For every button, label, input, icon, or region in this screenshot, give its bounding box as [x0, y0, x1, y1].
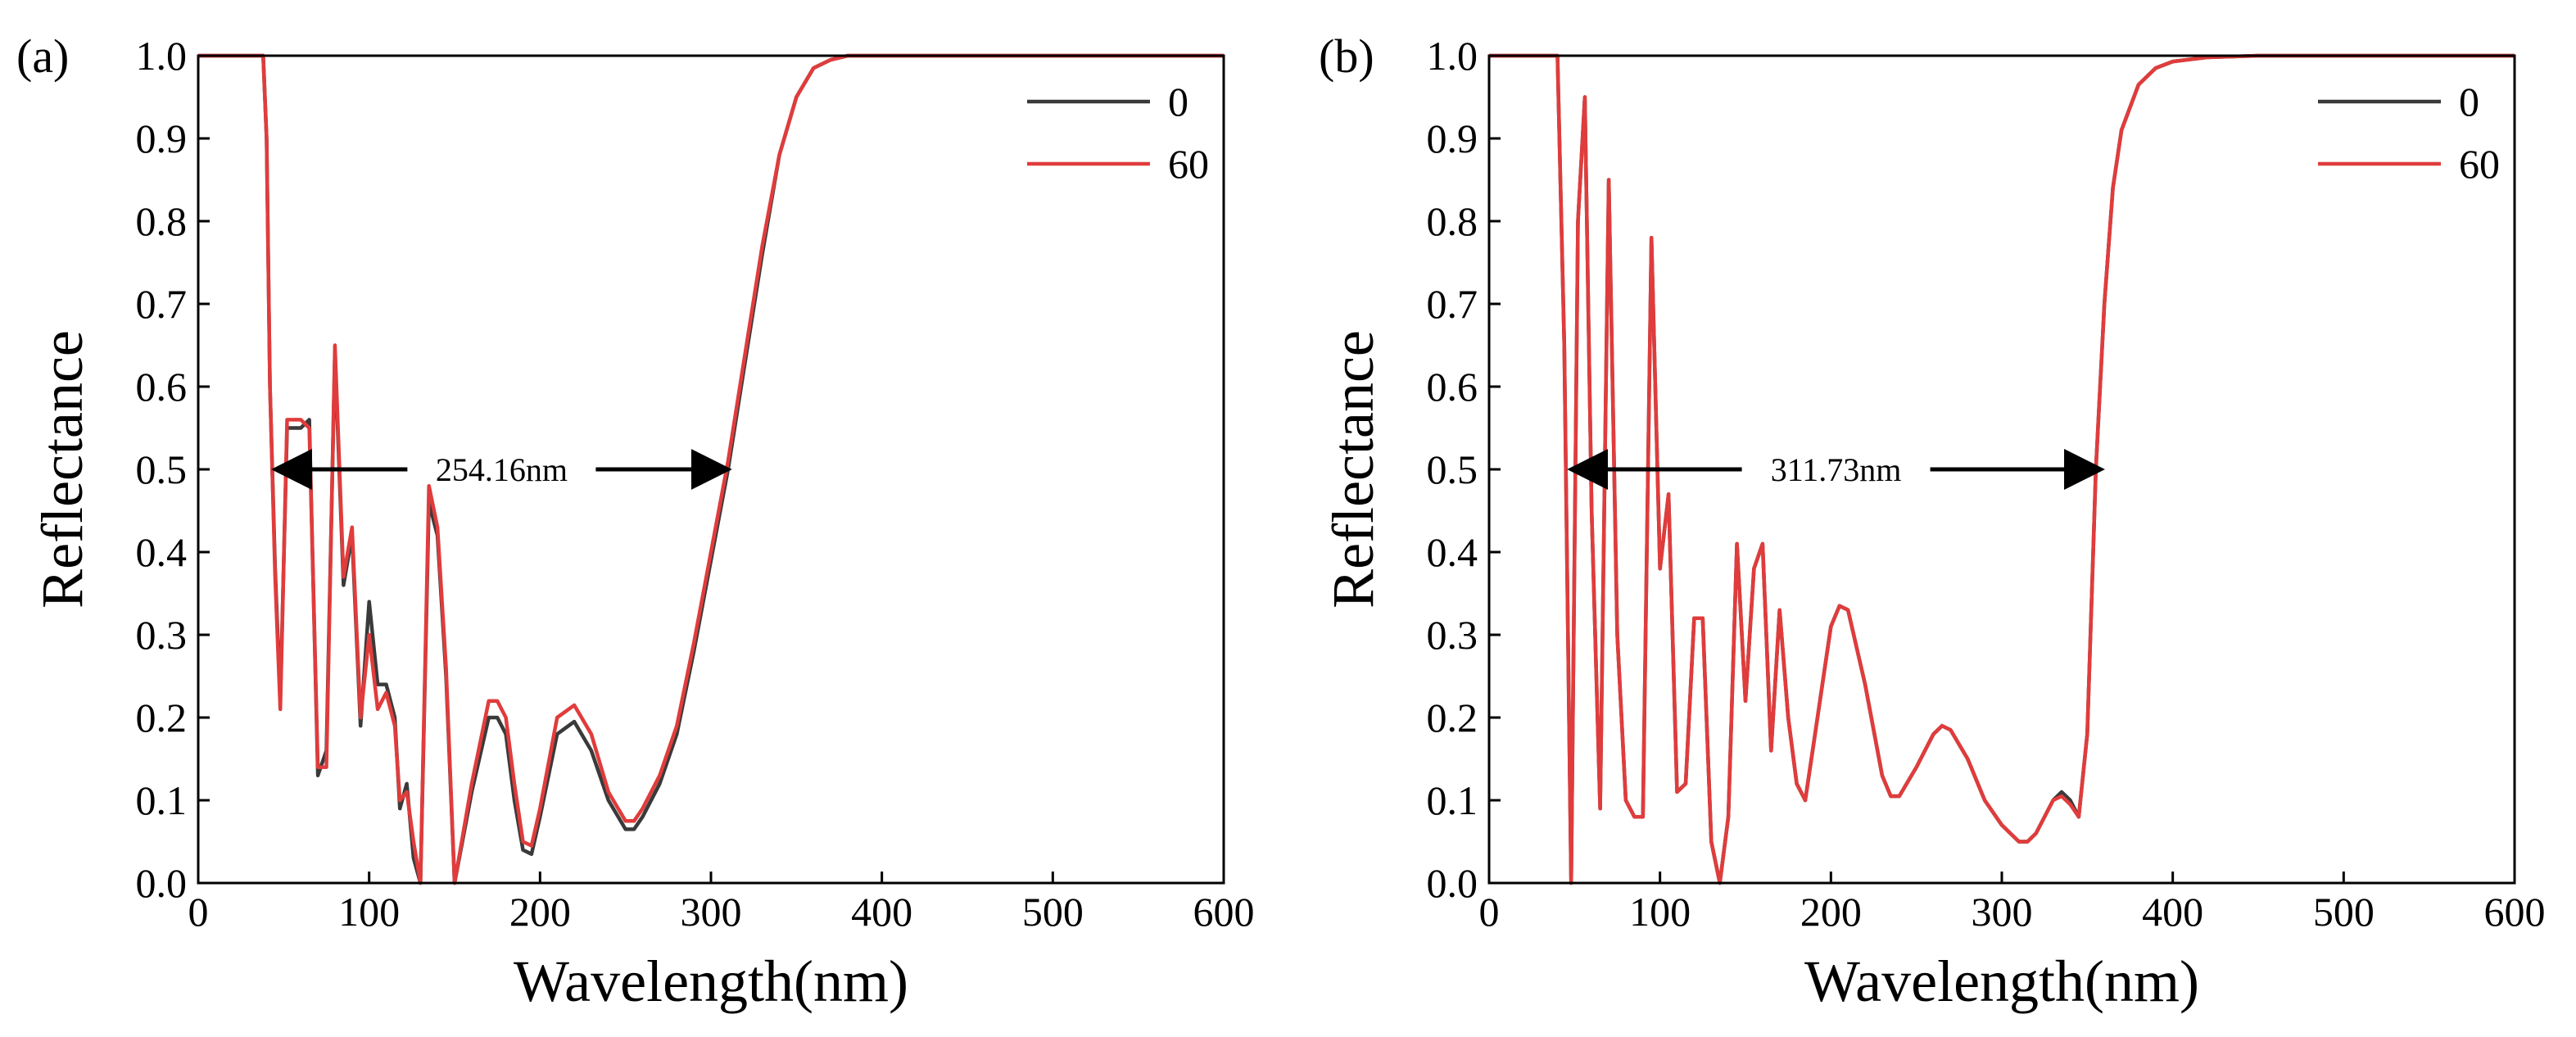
wavelength-annotation-a: 254.16nm — [270, 449, 732, 490]
y-tick-label: 0.2 — [136, 695, 188, 740]
chart-panel-a: (a) 0 100 200 300 400 500 6000.00.10.20.30.40.… — [16, 29, 1255, 1014]
annotation-label: 311.73nm — [1771, 451, 1902, 488]
x-axis-title-a: Wavelength(nm) — [514, 949, 908, 1014]
x-tick-label: 400 — [2142, 889, 2203, 935]
y-tick-label: 0.8 — [1427, 198, 1478, 244]
y-tick-label: 0.9 — [136, 115, 188, 161]
y-tick-label: 0.1 — [1427, 777, 1478, 823]
x-tick-label: 300 — [1972, 889, 2033, 935]
x-tick-label: 200 — [1800, 889, 1862, 935]
panel-label-b: (b) — [1319, 29, 1374, 83]
x-tick-label: 100 — [1629, 889, 1691, 935]
plot-frame-a — [197, 54, 1225, 885]
legend-label-60: 60 — [1168, 141, 1209, 187]
x-tick-label: 400 — [851, 889, 912, 935]
y-tick-label: 0.6 — [136, 364, 188, 410]
x-tick-label: 200 — [509, 889, 571, 935]
y-axis-title-b: Reflectance — [1320, 330, 1386, 609]
legend-a: 060 — [1027, 79, 1209, 187]
x-tick-label: 600 — [1193, 889, 1255, 935]
y-tick-label: 0.0 — [1427, 860, 1478, 906]
legend-label-0: 0 — [2459, 79, 2479, 125]
x-tick-label: 500 — [1022, 889, 1084, 935]
series-lines-a — [198, 53, 1224, 885]
x-tick-label: 0 — [188, 889, 209, 935]
panel-label-a: (a) — [16, 29, 69, 83]
y-tick-label: 1.0 — [136, 33, 188, 79]
y-tick-label: 0.3 — [1427, 612, 1478, 658]
annotation-label: 254.16nm — [436, 451, 568, 488]
chart-panel-b: (b) 0 100 200 300 400 500 6000.00.10.20.30.40.… — [1319, 29, 2546, 1014]
y-axis-title-a: Reflectance — [29, 330, 95, 609]
series-line-60 — [198, 53, 1224, 885]
y-tick-label: 0.6 — [1427, 364, 1478, 410]
y-tick-label: 0.7 — [136, 281, 188, 327]
x-axis-title-b: Wavelength(nm) — [1804, 949, 2199, 1014]
y-tick-label: 0.1 — [136, 777, 188, 823]
y-tick-label: 1.0 — [1427, 33, 1478, 79]
plot-frame-b — [1487, 54, 2516, 885]
y-tick-label: 0.4 — [1427, 529, 1478, 575]
y-tick-label: 0.4 — [136, 529, 188, 575]
x-tick-label: 300 — [681, 889, 742, 935]
y-tick-label: 0.7 — [1427, 281, 1478, 327]
y-tick-label: 0.8 — [136, 198, 188, 244]
y-tick-label: 0.0 — [136, 860, 188, 906]
axis-ticks-b: 0 100 200 300 400 500 6000.00.10.20.30.40.50.6… — [1427, 33, 2546, 935]
y-tick-label: 0.5 — [1427, 446, 1478, 492]
y-tick-label: 0.3 — [136, 612, 188, 658]
legend-label-60: 60 — [2459, 141, 2500, 187]
y-tick-label: 0.2 — [1427, 695, 1478, 740]
x-tick-label: 600 — [2484, 889, 2546, 935]
legend-b: 060 — [2318, 79, 2500, 187]
x-tick-label: 0 — [1479, 889, 1500, 935]
legend-label-0: 0 — [1168, 79, 1188, 125]
x-tick-label: 500 — [2313, 889, 2375, 935]
y-tick-label: 0.5 — [136, 446, 188, 492]
x-tick-label: 100 — [338, 889, 400, 935]
y-tick-label: 0.9 — [1427, 115, 1478, 161]
wavelength-annotation-b: 311.73nm — [1567, 449, 2106, 490]
axis-ticks-a: 0 100 200 300 400 500 6000.00.10.20.30.40.50.6… — [136, 33, 1255, 935]
